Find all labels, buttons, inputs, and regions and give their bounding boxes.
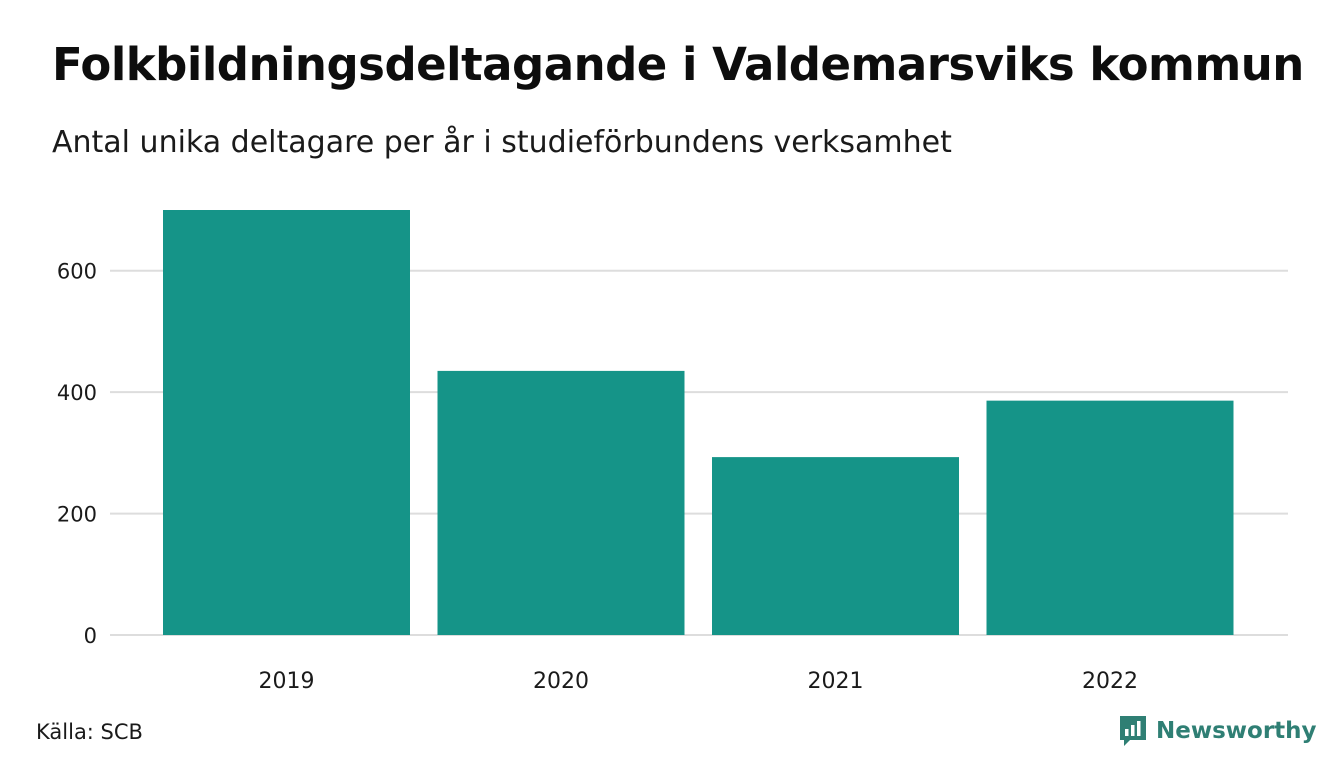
chart-title: Folkbildningsdeltagande i Valdemarsviks … <box>52 38 1304 91</box>
bar-2019 <box>163 210 410 635</box>
bar-2022 <box>986 400 1234 635</box>
brand-name: Newsworthy <box>1156 718 1317 744</box>
x-tick-label: 2022 <box>1082 669 1138 694</box>
bar-2021 <box>712 457 959 635</box>
bars <box>163 210 1234 635</box>
chart-subtitle: Antal unika deltagare per år i studieför… <box>52 125 952 160</box>
y-axis-ticks: 0 200 400 600 <box>57 260 97 648</box>
x-tick-label: 2019 <box>259 669 315 694</box>
x-axis-ticks: 2019 2020 2021 2022 <box>259 669 1139 694</box>
y-tick-label: 0 <box>84 624 97 648</box>
bar-2020 <box>437 370 685 635</box>
newsworthy-logo-icon <box>1120 716 1146 746</box>
source-note: Källa: SCB <box>36 720 143 744</box>
y-tick-label: 200 <box>57 503 97 527</box>
brand-logo: Newsworthy <box>1118 714 1317 748</box>
y-tick-label: 400 <box>57 381 97 405</box>
x-tick-label: 2020 <box>533 669 589 694</box>
y-tick-label: 600 <box>57 260 97 284</box>
x-tick-label: 2021 <box>808 669 864 694</box>
